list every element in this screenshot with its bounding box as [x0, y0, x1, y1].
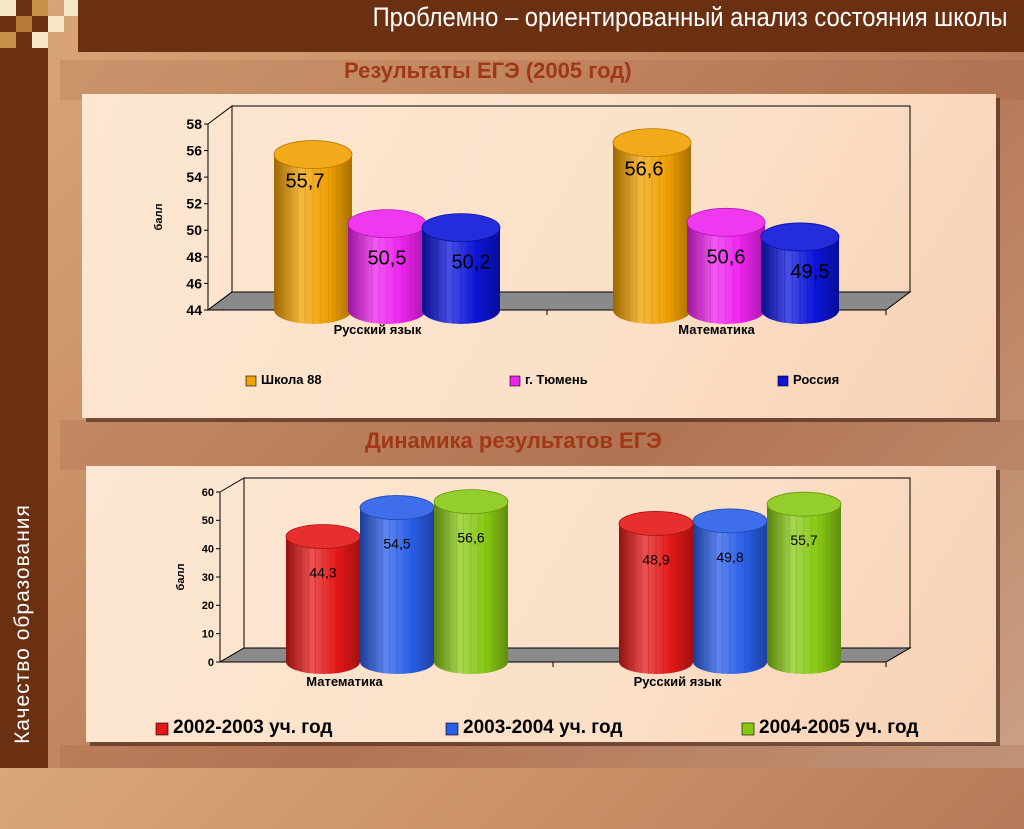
legend-swatch: [777, 375, 789, 387]
bar-top: [347, 209, 427, 239]
bar: [686, 207, 766, 324]
y-tick-label: 20: [202, 600, 214, 612]
legend-swatch: [509, 375, 521, 387]
bar: [273, 140, 353, 324]
category-label: Русский язык: [334, 322, 422, 337]
legend-swatch: [155, 722, 169, 736]
page-title: Проблемно – ориентированный анализ состо…: [373, 2, 1008, 32]
bar-top: [612, 128, 692, 157]
bar-top: [433, 489, 509, 515]
legend-label: г. Тюмень: [525, 372, 588, 387]
y-tick-label: 54: [186, 169, 202, 185]
y-tick-label: 46: [186, 275, 202, 291]
bar: [285, 524, 361, 674]
y-axis-label: балл: [153, 204, 165, 231]
data-label: 50,5: [368, 248, 407, 270]
y-tick-label: 58: [186, 116, 202, 132]
y-tick-label: 48: [186, 249, 202, 265]
side-wall: [219, 477, 245, 663]
bar: [612, 128, 692, 324]
bar: [766, 491, 842, 674]
bar-top: [692, 508, 768, 534]
data-label: 55,7: [790, 532, 817, 548]
logo-squares: [0, 0, 80, 50]
data-label: 48,9: [642, 551, 669, 567]
bar: [760, 222, 840, 324]
sidebar: Качество образования: [0, 0, 48, 768]
category-label: Русский язык: [634, 674, 722, 689]
chart1-svg: 44 46 48 50 52 54 56 58 балл Русский язык Математи…: [153, 105, 912, 387]
bar-top: [273, 140, 353, 169]
y-axis-label: балл: [175, 564, 187, 591]
legend-swatch: [741, 722, 755, 736]
data-label: 49,5: [791, 261, 830, 283]
data-label: 44,3: [309, 564, 336, 580]
legend-label: Россия: [793, 372, 839, 387]
legend-swatch: [245, 375, 257, 387]
chart1-title: Результаты ЕГЭ (2005 год): [344, 58, 632, 83]
bar: [421, 213, 501, 324]
bar: [692, 508, 768, 674]
category-label: Математика: [678, 322, 755, 337]
bar-top: [686, 207, 766, 237]
y-tick-label: 50: [186, 222, 202, 238]
bar-top: [359, 495, 435, 520]
chart2-svg: 0 10 20 30 40 50 60 балл Математика Русский язык 4…: [155, 477, 918, 738]
y-tick-label: 50: [202, 515, 214, 527]
bar: [359, 495, 435, 674]
legend-label: 2004-2005 уч. год: [759, 717, 918, 738]
chart2-panel: 0 10 20 30 40 50 60 балл Математика Русский язык 4…: [86, 466, 996, 742]
bar-top: [285, 524, 361, 549]
y-tick-label: 30: [202, 572, 214, 584]
legend-label: 2003-2004 уч. год: [463, 717, 622, 738]
header-bar: Проблемно – ориентированный анализ состо…: [78, 0, 1024, 52]
data-label: 56,6: [457, 530, 484, 546]
bar: [433, 489, 509, 674]
data-label: 49,8: [716, 549, 743, 565]
bar: [347, 209, 427, 324]
bar-top: [760, 222, 840, 252]
bar-top: [618, 511, 694, 536]
chart2-title: Динамика результатов ЕГЭ: [365, 428, 662, 453]
y-tick-label: 60: [202, 487, 214, 499]
y-tick-label: 56: [186, 142, 202, 158]
bar-top: [421, 213, 501, 243]
y-tick-label: 52: [186, 196, 202, 212]
data-label: 50,2: [452, 252, 491, 274]
y-tick-label: 40: [202, 544, 214, 556]
bar-top: [766, 491, 842, 517]
y-tick-label: 10: [202, 629, 214, 641]
y-tick-label: 44: [186, 302, 202, 318]
legend-label: 2002-2003 уч. год: [173, 717, 332, 738]
bar: [618, 511, 694, 674]
data-label: 55,7: [286, 171, 325, 193]
data-label: 50,6: [707, 246, 746, 268]
legend-swatch: [445, 722, 459, 736]
side-wall: [207, 105, 233, 311]
category-label: Математика: [306, 674, 383, 689]
y-tick-label: 0: [208, 657, 214, 669]
data-label: 54,5: [383, 536, 410, 552]
chart1-panel: 44 46 48 50 52 54 56 58 балл Русский язык Математи…: [82, 94, 996, 418]
legend-label: Школа 88: [261, 372, 322, 387]
data-label: 56,6: [625, 159, 664, 181]
